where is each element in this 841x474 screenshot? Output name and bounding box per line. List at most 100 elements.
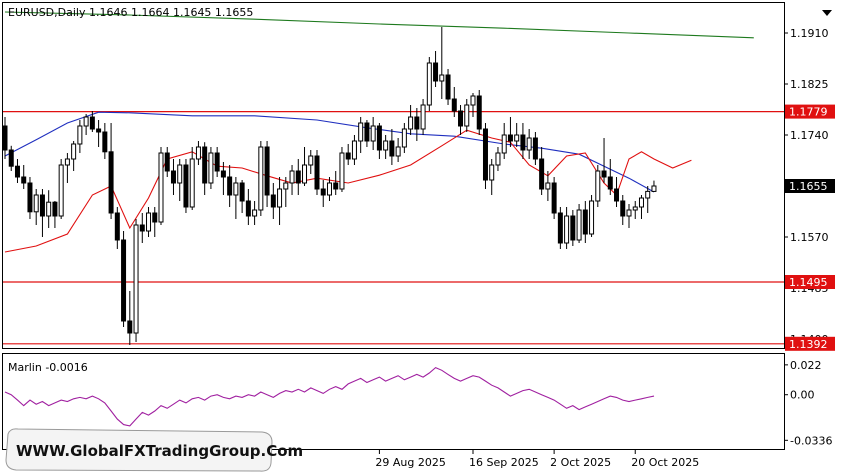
candle-body-bear	[114, 212, 120, 241]
candle	[345, 144, 351, 165]
candle	[451, 87, 457, 117]
candle-body-bear	[414, 116, 420, 130]
candle-body-bull	[564, 215, 570, 244]
candle	[308, 150, 314, 174]
candle	[170, 159, 176, 195]
main-chart-area[interactable]	[2, 2, 785, 349]
candle-body-bear	[482, 128, 488, 181]
candle	[576, 204, 582, 243]
candle	[239, 180, 245, 213]
price-tick-label: 1.1910	[790, 27, 829, 40]
candle-body-bull	[46, 201, 52, 217]
candle	[551, 177, 557, 219]
level-price-label: 1.1779	[789, 106, 828, 119]
candle	[620, 195, 626, 225]
candle-body-bear	[601, 170, 607, 178]
candle	[632, 201, 638, 219]
candle	[96, 120, 102, 147]
candle	[626, 204, 632, 228]
candle-body-bull	[252, 209, 258, 217]
candle	[376, 123, 382, 159]
indicator-tick-label: 0.022	[790, 359, 822, 372]
candle	[227, 165, 233, 207]
candle-body-bull	[351, 140, 357, 160]
candle-body-bull	[308, 155, 314, 166]
candle-body-bear	[570, 215, 576, 241]
candle	[445, 69, 451, 105]
candle-body-bull	[208, 152, 214, 184]
candle-body-bull	[71, 143, 77, 160]
candle	[414, 108, 420, 141]
candle-body-bull	[545, 182, 551, 190]
candle	[295, 159, 301, 195]
candle-body-bear	[264, 146, 270, 196]
candle	[8, 145, 14, 171]
candle	[495, 147, 501, 171]
candle-body-bull	[146, 212, 152, 232]
candle	[277, 177, 283, 225]
candle	[470, 93, 476, 117]
candle	[27, 177, 33, 219]
candle-body-bull	[277, 188, 283, 208]
candle	[426, 57, 432, 111]
marlin-oscillator-line	[4, 366, 655, 427]
candle-body-bear	[239, 182, 245, 202]
candle-body-bull	[33, 194, 39, 213]
candle	[564, 207, 570, 249]
candle-body-bear	[27, 182, 33, 213]
candle-body-bull	[83, 116, 89, 127]
candle	[589, 195, 595, 237]
candle-body-bear	[557, 212, 563, 244]
candle	[489, 159, 495, 195]
candle-body-bull	[370, 125, 376, 142]
candle	[195, 141, 201, 165]
candle	[520, 123, 526, 159]
candle	[102, 123, 108, 159]
candle	[339, 147, 345, 192]
candle	[177, 159, 183, 201]
level-price-tag	[785, 336, 835, 351]
candle	[401, 123, 407, 153]
candle	[139, 213, 145, 243]
indicator-name: Marlin -0.0016	[8, 361, 88, 374]
indicator-tick-label: -0.0336	[790, 434, 832, 447]
candle-body-bear	[433, 62, 439, 82]
candle	[146, 207, 152, 237]
candle	[370, 117, 376, 150]
candle-body-bear	[376, 125, 382, 151]
candle-body-bull	[489, 164, 495, 181]
candle	[164, 147, 170, 177]
candle	[514, 123, 520, 147]
candle	[645, 186, 651, 213]
candle-body-bull	[526, 137, 532, 151]
candle-body-bear	[320, 188, 326, 196]
candle-body-bear	[108, 151, 114, 214]
candle	[570, 210, 576, 246]
candle	[607, 159, 613, 195]
candle-body-bear	[389, 140, 395, 157]
level-price-tag	[785, 104, 835, 119]
candle-body-bear	[607, 176, 613, 190]
candle-body-bear	[21, 176, 27, 184]
candle-body-bull	[302, 164, 308, 184]
candle	[214, 147, 220, 177]
candle	[152, 207, 158, 237]
candle	[601, 138, 607, 183]
candle-body-bull	[464, 104, 470, 127]
candle-body-bull	[495, 152, 501, 166]
candle	[507, 117, 513, 147]
candle	[289, 165, 295, 195]
candle-body-bear	[458, 110, 464, 127]
candle-body-bull	[258, 146, 264, 211]
candle	[433, 51, 439, 87]
candle-body-bear	[445, 74, 451, 100]
candle	[264, 141, 270, 207]
chart-shift-arrow-icon[interactable]	[822, 10, 832, 16]
price-tick-label: 1.1570	[790, 231, 829, 244]
candle	[220, 162, 226, 195]
candle-body-bear	[270, 194, 276, 208]
candle	[614, 177, 620, 207]
candle	[595, 165, 601, 207]
